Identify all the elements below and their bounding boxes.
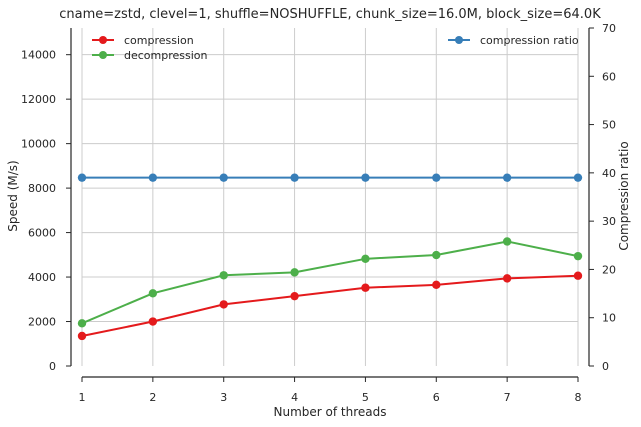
y-tick-label: 14000 — [21, 49, 56, 62]
data-point — [148, 173, 158, 182]
y2-tick-label: 60 — [602, 70, 616, 83]
data-point — [502, 274, 512, 283]
x-tick-label: 5 — [362, 391, 369, 404]
legend-label: compression — [124, 34, 194, 47]
series-layer — [77, 173, 583, 341]
data-point — [573, 251, 583, 261]
x-tick-label: 8 — [575, 391, 582, 404]
series-compression — [77, 271, 583, 341]
series-decompression — [77, 237, 583, 328]
data-point — [361, 283, 370, 292]
y2-tick-label: 20 — [602, 263, 616, 276]
y-tick-label: 0 — [49, 360, 56, 373]
x-axis-label: Number of threads — [274, 405, 387, 419]
chart-title: cname=zstd, clevel=1, shuffle=NOSHUFFLE,… — [59, 7, 601, 22]
series-line — [81, 274, 579, 337]
y-tick-label: 8000 — [28, 182, 56, 195]
legend-label: decompression — [124, 49, 208, 62]
y-tick-label: 6000 — [28, 227, 56, 240]
x-tick-label: 7 — [504, 391, 511, 404]
y2-tick-label: 50 — [602, 119, 616, 132]
data-point — [77, 319, 87, 328]
data-point — [148, 317, 158, 326]
y2-tick-label: 0 — [602, 360, 609, 373]
y2-axis-label: Compression ratio — [617, 141, 631, 250]
data-point — [219, 300, 228, 309]
data-point — [290, 268, 299, 277]
data-point — [502, 173, 512, 182]
data-point — [77, 331, 87, 341]
legend-label: compression ratio — [480, 34, 579, 47]
legend-swatch-marker — [99, 36, 107, 44]
y2-tick-label: 70 — [602, 22, 616, 35]
x-tick-label: 1 — [79, 391, 86, 404]
legend-left: compression decompression — [92, 34, 208, 62]
data-point — [432, 250, 441, 260]
data-point — [290, 291, 299, 301]
data-point — [219, 271, 228, 280]
series-line — [81, 240, 579, 325]
y-tick-label: 12000 — [21, 93, 56, 106]
x-tick-label: 6 — [433, 391, 440, 404]
data-point — [219, 173, 228, 182]
data-point — [502, 237, 512, 246]
legend-swatch-marker — [99, 51, 107, 59]
y-axis-label: Speed (M/s) — [6, 160, 20, 231]
data-point — [361, 173, 370, 182]
y-tick-label: 4000 — [28, 271, 56, 284]
series-compression-ratio — [77, 173, 583, 182]
y-tick-label: 10000 — [21, 138, 56, 151]
data-point — [148, 289, 158, 298]
data-point — [290, 173, 299, 182]
grid — [81, 28, 579, 366]
data-point — [432, 173, 441, 182]
data-point — [432, 280, 441, 290]
legend-swatch-marker — [455, 36, 463, 44]
data-point — [573, 173, 583, 182]
y2-tick-label: 30 — [602, 215, 616, 228]
y2-tick-label: 10 — [602, 312, 616, 325]
axes: 0 2000 4000 6000 8000 10000 12000 14000 0 10 20 30 4… — [21, 22, 616, 404]
x-tick-label: 2 — [149, 391, 156, 404]
y-tick-label: 2000 — [28, 316, 56, 329]
data-point — [361, 254, 370, 264]
data-point — [573, 271, 583, 280]
x-tick-label: 4 — [291, 391, 298, 404]
x-tick-label: 3 — [220, 391, 227, 404]
legend-right: compression ratio — [448, 34, 579, 47]
y2-tick-label: 40 — [602, 167, 616, 180]
data-point — [77, 173, 87, 182]
